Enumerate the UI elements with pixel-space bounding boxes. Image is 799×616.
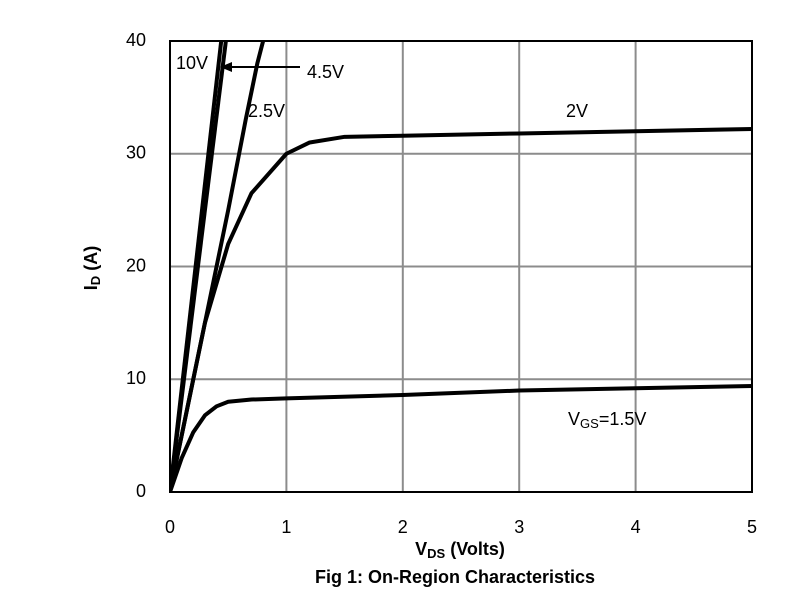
plot-frame <box>169 40 753 493</box>
series-label: 2V <box>566 101 588 121</box>
y-tick-label: 40 <box>126 30 146 50</box>
x-tick-label: 0 <box>165 517 175 537</box>
x-axis-title-main: V <box>415 539 427 559</box>
series-label-main: V <box>568 409 580 429</box>
y-tick-label: 10 <box>126 368 146 388</box>
series-line <box>170 384 752 493</box>
series-labels: VGS=1.5V 2V 2.5V 4.5V 10V <box>176 53 646 432</box>
x-tick-label: 2 <box>398 517 408 537</box>
series-label: VGS=1.5V <box>568 409 646 432</box>
series-label: 4.5V <box>307 62 344 82</box>
y-axis-title-sub: D <box>88 276 103 285</box>
chart-title: Fig 1: On-Region Characteristics <box>315 567 595 587</box>
x-axis-title-sub: DS <box>427 546 445 561</box>
y-axis-title: ID (A) <box>81 246 104 290</box>
x-tick-label: 5 <box>747 517 757 537</box>
series-label-sub: GS <box>580 416 599 431</box>
lines <box>170 40 752 493</box>
series-line <box>170 40 266 493</box>
x-axis-title-rest: (Volts) <box>445 539 505 559</box>
series-label-rest: =1.5V <box>599 409 647 429</box>
series-line <box>170 40 224 493</box>
annotation-arrowhead <box>220 62 232 72</box>
y-tick-label: 0 <box>136 481 146 501</box>
y-tick-label: 20 <box>126 255 146 275</box>
x-tick-label: 1 <box>281 517 291 537</box>
series-line <box>170 126 752 493</box>
x-tick-label: 4 <box>631 517 641 537</box>
y-axis-title-rest: (A) <box>81 246 101 276</box>
y-tick-label: 30 <box>126 143 146 163</box>
series-label: 10V <box>176 53 208 73</box>
x-tick-label: 3 <box>514 517 524 537</box>
series-label: 2.5V <box>248 101 285 121</box>
y-axis-title-main: I <box>81 285 101 290</box>
x-axis-title: VDS (Volts) <box>415 539 505 562</box>
